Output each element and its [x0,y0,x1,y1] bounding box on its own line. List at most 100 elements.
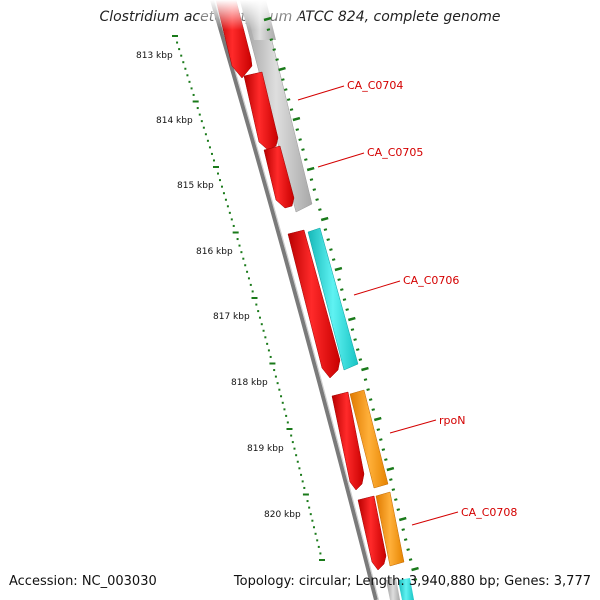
ring-minor-tick [301,148,305,151]
scale-dot [224,198,227,201]
ring-minor-tick [284,88,288,91]
genome-backbone [210,0,378,600]
scale-dot [257,310,260,313]
ring-minor-tick [379,438,383,441]
scale-dot [226,205,229,208]
ring-minor-tick [315,198,319,201]
scale-dot [230,218,233,221]
scale-dot [222,192,225,195]
ring-major-tick [320,216,329,222]
scale-dot [184,67,187,70]
ring-minor-tick [355,348,360,351]
ring-minor-tick [394,498,398,501]
scale-dot [255,303,258,306]
scale-dot [176,41,179,44]
leader-ca-c0704 [297,85,345,101]
scale-dot [204,133,207,136]
scale-dot [281,401,284,404]
ring-major-tick [292,116,301,122]
scale-dot [244,264,247,267]
scale-dot [198,113,201,116]
scale-dot [274,375,277,378]
scale-dot [290,434,293,437]
scale-dot [228,211,231,214]
scale-dot [300,473,303,476]
ring-minor-tick [323,228,328,231]
scale-dot [269,355,272,358]
scale-dot [303,486,306,489]
cds-arrow-3 [263,145,295,209]
genome-summary-text: Topology: circular; Length: 3,940,880 bp… [233,574,591,589]
scale-dot [196,107,199,110]
ring-minor-tick [337,278,341,281]
scale-dot [311,519,314,522]
scale-dot [306,500,309,503]
scale-dot [206,139,209,142]
scale-dot [286,421,289,424]
scale-dot [319,552,322,555]
feature-cyan-bottom [398,578,414,600]
ring-major-tick [347,316,356,322]
scale-major-dash [172,35,178,37]
scale-major-dash [319,559,325,561]
scale-major-dash [192,100,199,103]
ring-minor-tick [363,378,368,381]
ring-major-tick [411,566,419,572]
scale-dot [264,336,267,339]
ring-minor-tick [345,308,349,311]
top-fade [200,0,300,30]
tick-label-817: 817 kbp [213,312,250,322]
scale-dot [246,270,249,273]
ring-minor-tick [401,528,405,531]
ring-minor-tick [329,248,333,251]
gene-label-ca-c0704: CA_C0704 [347,79,403,92]
scale-major-dash [269,362,276,365]
scale-dot [220,185,223,188]
scale-major-dash [251,297,258,299]
tick-labels: 813 kbp 814 kbp 815 kbp 816 kbp 817 kbp … [136,51,301,520]
tick-label-813: 813 kbp [136,51,173,61]
ring-minor-tick [275,58,279,61]
leader-ca-c0706 [353,280,401,296]
ring-minor-tick [396,508,401,511]
ring-minor-tick [295,128,300,131]
tick-label-820: 820 kbp [264,510,301,520]
scale-dot [301,480,304,483]
scale-dot [232,224,235,227]
scale-dot [216,172,219,175]
scale-major-dash [212,166,219,168]
scale-dot [186,74,189,77]
feature-grey-bottom [386,578,400,600]
scale-dot [238,244,241,247]
scale-dot [273,369,276,372]
ring-major-tick [361,366,369,372]
scale-dot [314,532,317,535]
scale-dot [247,277,250,280]
tick-label-819: 819 kbp [247,444,284,454]
tick-label-815: 815 kbp [177,181,214,191]
scale-dot [312,526,315,529]
ring-minor-tick [281,78,285,81]
ring-minor-tick [312,188,317,191]
ring-minor-tick [406,548,410,551]
ring-minor-tick [272,48,276,51]
cds-arrow-5 [331,391,365,491]
ring-minor-tick [403,538,408,541]
scale-dot [242,257,245,260]
ring-minor-tick [350,328,355,331]
scale-dot [317,545,320,548]
scale-dot [276,382,279,385]
tick-label-818: 818 kbp [231,378,268,388]
ring-major-tick [398,516,407,522]
ring-minor-tick [368,398,373,401]
ring-major-tick [334,266,343,272]
cds-arrow-6 [357,495,387,571]
ring-minor-tick [376,428,381,431]
cds-arrow-4 [287,229,341,379]
genome-backbone-highlight [213,0,380,600]
ring-minor-tick [389,478,393,481]
scale-dot [192,93,195,96]
scale-dot [295,454,298,457]
tick-label-814: 814 kbp [156,116,193,126]
